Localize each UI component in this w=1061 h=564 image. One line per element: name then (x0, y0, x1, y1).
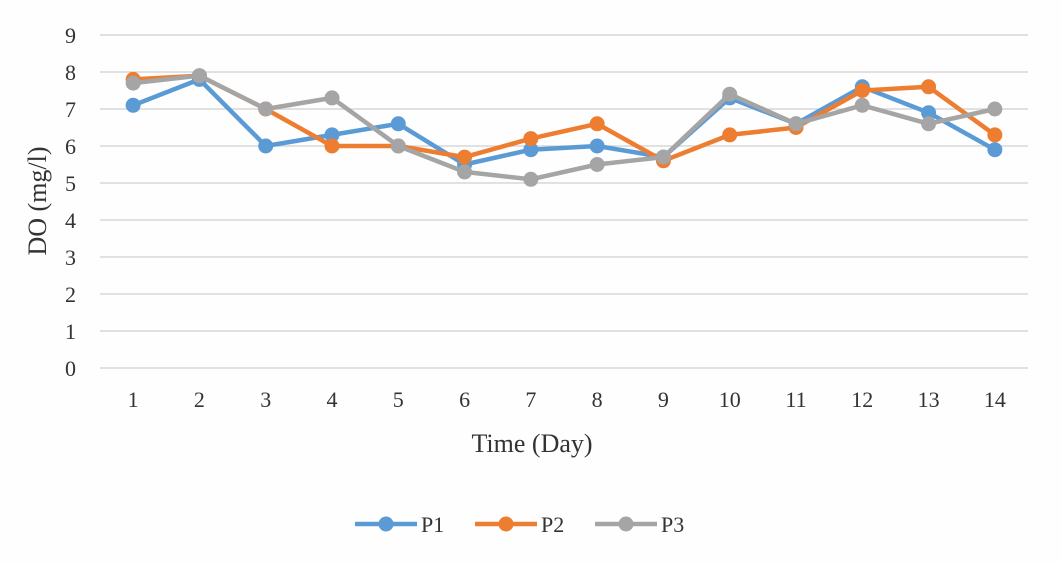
data-point (854, 83, 870, 98)
data-point (390, 116, 406, 132)
y-tick-label: 6 (65, 134, 76, 159)
gridlines (100, 34, 1028, 369)
legend-item: P1 (355, 512, 444, 537)
x-tick-label: 11 (785, 387, 806, 412)
data-point (589, 157, 605, 172)
x-tick-labels: 1 2 3 4 5 6 7 8 9 10 11 12 13 14 (128, 387, 1006, 412)
data-point (854, 97, 870, 113)
x-tick-label: 3 (260, 387, 271, 412)
data-point (457, 149, 473, 165)
y-tick-label: 9 (65, 23, 76, 48)
series-P3 (125, 68, 1003, 187)
data-point (523, 131, 539, 147)
x-tick-label: 10 (719, 387, 741, 412)
x-axis-label: Time (Day) (471, 429, 592, 458)
data-point (655, 149, 671, 165)
legend-marker (378, 516, 394, 532)
data-point (987, 142, 1003, 158)
data-point (324, 127, 340, 143)
y-tick-label: 7 (65, 97, 76, 122)
y-tick-label: 3 (65, 245, 76, 270)
data-point (324, 90, 340, 106)
x-tick-label: 5 (393, 387, 404, 412)
x-tick-label: 13 (918, 387, 940, 412)
data-point (390, 138, 406, 154)
y-tick-label: 0 (65, 356, 76, 381)
data-point (788, 116, 804, 132)
data-point (987, 127, 1003, 143)
x-tick-label: 7 (525, 387, 536, 412)
series-P1 (125, 71, 1003, 172)
data-point (921, 79, 937, 95)
data-point (722, 127, 738, 143)
legend: P1 P2 P3 (355, 512, 684, 537)
x-tick-label: 8 (592, 387, 603, 412)
data-point (921, 105, 937, 121)
data-point (722, 86, 738, 102)
data-point (987, 101, 1003, 117)
legend-marker (618, 516, 634, 532)
legend-label: P1 (421, 512, 444, 537)
legend-marker (498, 516, 514, 532)
x-tick-label: 4 (327, 387, 338, 412)
x-tick-label: 1 (128, 387, 139, 412)
y-tick-label: 4 (65, 208, 76, 233)
data-point (589, 116, 605, 132)
y-axis-label: DO (mg/l) (23, 146, 52, 255)
y-tick-label: 2 (65, 282, 76, 307)
legend-label: P3 (661, 512, 684, 537)
legend-item: P2 (475, 512, 564, 537)
y-tick-labels: 0 1 2 3 4 5 6 7 8 9 (65, 23, 76, 381)
x-tick-label: 12 (851, 387, 873, 412)
series-P2 (125, 68, 1003, 169)
data-point (258, 101, 274, 117)
data-point (191, 68, 207, 84)
x-tick-label: 2 (194, 387, 205, 412)
x-tick-label: 14 (984, 387, 1006, 412)
data-point (125, 75, 141, 91)
data-point (589, 138, 605, 154)
x-tick-label: 6 (459, 387, 470, 412)
series-line (132, 77, 996, 167)
data-point (324, 138, 340, 154)
series-group (125, 68, 1003, 187)
x-tick-label: 9 (658, 387, 669, 412)
data-point (258, 138, 274, 154)
y-tick-label: 8 (65, 60, 76, 85)
data-point (457, 164, 473, 180)
data-point (921, 116, 937, 132)
data-point (125, 97, 141, 113)
legend-item: P3 (595, 512, 684, 537)
series-line (133, 73, 997, 164)
legend-label: P2 (541, 512, 564, 537)
data-point (523, 142, 539, 158)
series-line (132, 73, 996, 182)
y-tick-label: 1 (65, 319, 76, 344)
data-point (523, 171, 539, 187)
y-tick-label: 5 (65, 171, 76, 196)
